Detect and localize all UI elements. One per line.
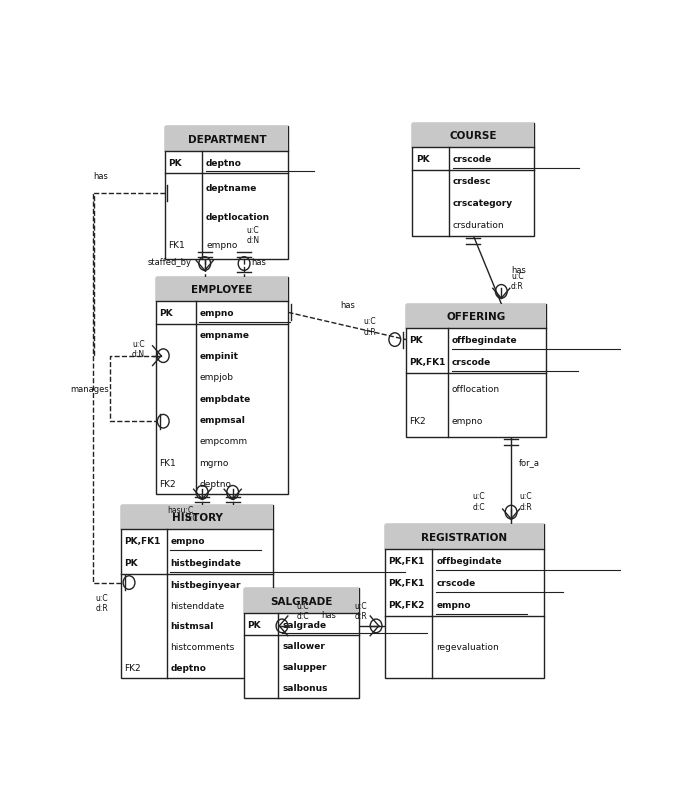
Text: PK,FK2: PK,FK2 — [388, 601, 424, 610]
Text: FK1: FK1 — [168, 241, 186, 250]
Text: SALGRADE: SALGRADE — [270, 596, 333, 606]
Text: staffed_by: staffed_by — [148, 258, 192, 267]
Text: empno: empno — [170, 537, 205, 545]
Text: histenddate: histenddate — [170, 601, 225, 610]
Text: u:C
d:N: u:C d:N — [247, 225, 260, 245]
Bar — [156, 277, 288, 495]
Text: PK: PK — [168, 159, 182, 168]
Text: HISTORY: HISTORY — [172, 512, 223, 522]
Text: deptlocation: deptlocation — [206, 213, 270, 221]
Text: sallower: sallower — [282, 642, 325, 650]
Text: salbonus: salbonus — [282, 683, 328, 692]
Text: u:C
d:N: u:C d:N — [132, 339, 145, 358]
Text: empname: empname — [199, 330, 249, 339]
Bar — [413, 124, 534, 148]
Bar — [156, 277, 288, 302]
Text: u:C
d:R: u:C d:R — [519, 492, 532, 511]
Bar — [121, 505, 273, 678]
Text: u:C
d:R: u:C d:R — [95, 593, 108, 612]
Bar — [244, 589, 359, 613]
Text: EMPLOYEE: EMPLOYEE — [191, 285, 253, 294]
Text: FK2: FK2 — [409, 417, 426, 426]
Text: offbegindate: offbegindate — [436, 556, 502, 565]
Text: u:C
d:R: u:C d:R — [354, 601, 367, 620]
Text: PK,FK1: PK,FK1 — [388, 578, 424, 587]
Text: PK,FK1: PK,FK1 — [124, 537, 161, 545]
Text: PK: PK — [124, 559, 138, 568]
Text: crsdesc: crsdesc — [453, 177, 491, 186]
Text: histbegindate: histbegindate — [170, 559, 242, 568]
Text: u:C
d:R: u:C d:R — [364, 317, 376, 336]
Text: PK,FK1: PK,FK1 — [409, 358, 446, 367]
Text: u:C
d:C: u:C d:C — [473, 492, 485, 511]
Text: empinit: empinit — [199, 351, 238, 361]
Text: FK2: FK2 — [124, 663, 141, 672]
Text: empno: empno — [452, 417, 483, 426]
Text: u:C
d:C: u:C d:C — [297, 601, 309, 620]
Text: PK: PK — [247, 620, 261, 629]
Text: empbdate: empbdate — [199, 395, 250, 403]
Bar — [166, 127, 288, 260]
Text: crscode: crscode — [452, 358, 491, 367]
Bar — [406, 304, 546, 329]
Text: DEPARTMENT: DEPARTMENT — [188, 135, 266, 144]
Text: PK: PK — [159, 309, 172, 318]
Text: crsduration: crsduration — [453, 221, 504, 230]
Text: FK2: FK2 — [159, 480, 175, 488]
Bar — [406, 304, 546, 437]
Text: empno: empno — [199, 309, 234, 318]
Text: has: has — [339, 301, 355, 310]
Text: empjob: empjob — [199, 373, 233, 382]
Text: salupper: salupper — [282, 662, 327, 671]
Text: mgrno: mgrno — [199, 458, 228, 467]
Text: has: has — [511, 266, 526, 275]
Text: deptno: deptno — [170, 663, 206, 672]
Text: has: has — [252, 258, 266, 267]
Text: COURSE: COURSE — [450, 131, 497, 141]
Text: FK1: FK1 — [159, 458, 176, 467]
Text: u:C
d:R: u:C d:R — [511, 271, 524, 290]
Text: manages: manages — [70, 384, 109, 394]
Text: empmsal: empmsal — [199, 415, 245, 424]
Bar — [413, 124, 534, 237]
Text: has: has — [322, 610, 337, 619]
Text: crscategory: crscategory — [453, 199, 513, 208]
Text: deptno: deptno — [206, 159, 242, 168]
Text: crscode: crscode — [436, 578, 475, 587]
Text: hasu:C: hasu:C — [168, 505, 194, 515]
Text: histmsal: histmsal — [170, 622, 214, 630]
Text: PK: PK — [415, 155, 429, 164]
Text: salgrade: salgrade — [282, 620, 326, 629]
Text: empno: empno — [206, 241, 237, 250]
Text: offbegindate: offbegindate — [452, 336, 518, 345]
Text: offlocation: offlocation — [452, 385, 500, 394]
Text: empcomm: empcomm — [199, 437, 248, 446]
Text: for_a: for_a — [519, 458, 540, 467]
Text: regevaluation: regevaluation — [436, 642, 499, 651]
Text: PK: PK — [409, 336, 423, 345]
Text: has: has — [93, 172, 108, 180]
Text: empno: empno — [436, 601, 471, 610]
Bar — [384, 525, 544, 678]
Bar — [166, 128, 288, 152]
Text: crscode: crscode — [453, 155, 492, 164]
Text: deptno: deptno — [199, 480, 231, 488]
Text: REGISTRATION: REGISTRATION — [422, 533, 507, 542]
Text: d:C: d:C — [185, 513, 198, 523]
Bar — [384, 525, 544, 549]
Bar — [244, 589, 359, 699]
Text: histbeginyear: histbeginyear — [170, 580, 241, 589]
Text: deptname: deptname — [206, 184, 257, 192]
Text: histcomments: histcomments — [170, 642, 235, 651]
Bar — [121, 505, 273, 530]
Text: PK,FK1: PK,FK1 — [388, 556, 424, 565]
Text: OFFERING: OFFERING — [446, 312, 506, 322]
